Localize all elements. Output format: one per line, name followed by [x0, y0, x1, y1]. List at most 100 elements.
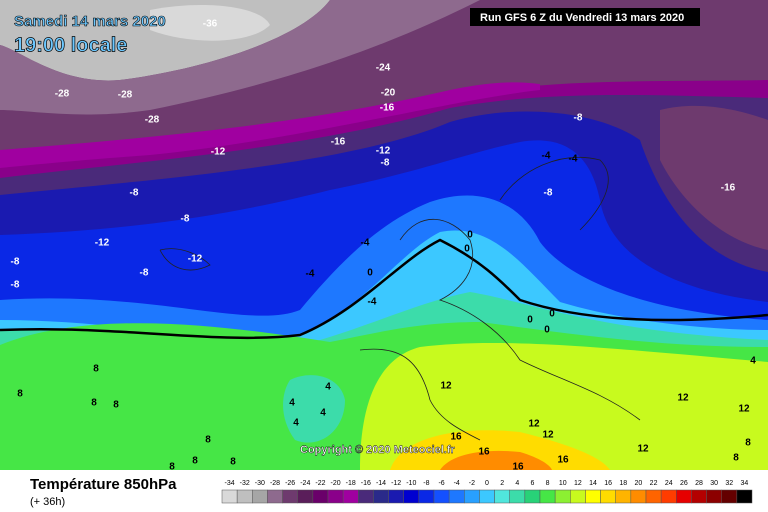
contour-label: 0 — [544, 325, 550, 336]
legend-swatch — [615, 489, 632, 504]
legend-label: -8 — [423, 480, 429, 487]
legend-swatch — [221, 489, 238, 504]
contour-label: 4 — [289, 398, 295, 409]
contour-label: -8 — [574, 113, 583, 124]
contour-label: 0 — [549, 309, 555, 320]
legend-swatch — [448, 489, 465, 504]
contour-label: -8 — [140, 268, 149, 279]
contour-label: -4 — [368, 297, 377, 308]
contour-label: -28 — [118, 90, 133, 101]
legend-swatch — [736, 489, 753, 504]
copyright: Copyright © 2020 Meteociel.fr — [300, 444, 456, 456]
contour-labels: -36-28 -28-28-24-20-16-16-12 -12-8-8-8-12-… — [11, 19, 757, 473]
contour-label: 0 — [367, 268, 373, 279]
contour-label: -20 — [381, 88, 396, 99]
contour-label: -28 — [145, 115, 160, 126]
legend-swatch — [388, 489, 404, 504]
legend-swatch — [297, 489, 314, 504]
contour-label: 4 — [750, 356, 756, 367]
contour-label: -8 — [11, 257, 20, 268]
legend-label: 4 — [515, 480, 519, 487]
legend-label: 2 — [500, 480, 504, 487]
legend-swatch — [676, 489, 692, 504]
legend-label: -6 — [438, 480, 444, 487]
legend-label: -20 — [331, 480, 341, 487]
legend-swatch — [554, 489, 571, 504]
temperature-area — [660, 105, 768, 250]
legend-swatch — [524, 489, 541, 504]
footer-title: Température 850hPa — [30, 476, 177, 493]
contour-label: 8 — [91, 398, 97, 409]
contour-label: 16 — [557, 455, 569, 466]
contour-label: -24 — [376, 63, 391, 74]
legend-swatch — [539, 489, 556, 504]
contour-label: -4 — [569, 154, 578, 165]
legend-label: -16 — [361, 480, 371, 487]
legend-label: -18 — [346, 480, 356, 487]
legend-swatch — [600, 489, 616, 504]
coastlines — [159, 157, 641, 441]
contour-label: 12 — [528, 419, 540, 430]
contour-label: 0 — [467, 230, 473, 241]
color-scale: -34 -32 -30 -28 -26 -24 -22 -20 -18 -16 -14 -12 -10-… — [221, 480, 753, 504]
contour-label: -12 — [211, 147, 226, 158]
legend-label: -30 — [255, 480, 265, 487]
run-banner — [470, 8, 700, 26]
legend-label: -32 — [240, 480, 250, 487]
contour-label: 8 — [192, 456, 198, 467]
forecast-date: Samedi 14 mars 2020 — [14, 13, 166, 30]
contour-label: -12 — [95, 238, 110, 249]
contour-label: -8 — [181, 214, 190, 225]
legend-label: 14 — [589, 480, 597, 487]
legend-swatch — [721, 489, 738, 504]
contour-label: -4 — [542, 151, 551, 162]
forecast-time: 19:00 locale — [14, 34, 127, 56]
contour-label: 12 — [738, 404, 750, 415]
legend-swatch — [312, 489, 329, 504]
contour-label: -4 — [306, 269, 315, 280]
run-info: Run GFS 6 Z du Vendredi 13 mars 2020 — [480, 12, 684, 24]
contour-label: -4 — [361, 238, 370, 249]
contour-label: 4 — [325, 382, 331, 393]
legend-swatch — [691, 489, 707, 504]
legend-label: -2 — [469, 480, 475, 487]
legend-label: 6 — [530, 480, 534, 487]
legend-swatch — [630, 489, 647, 504]
legend-label: 10 — [559, 480, 567, 487]
temperature-area — [0, 82, 540, 168]
legend-swatch — [373, 489, 389, 504]
contour-label: -16 — [331, 137, 346, 148]
legend-swatch — [342, 489, 359, 504]
contour-label: 12 — [542, 430, 554, 441]
contour-label: 8 — [17, 389, 23, 400]
contour-label: -8 — [544, 188, 553, 199]
contour-label: 8 — [169, 462, 175, 473]
legend-swatch — [282, 489, 298, 504]
legend-swatch — [433, 489, 450, 504]
zero-isotherm — [0, 238, 768, 340]
legend-label: -24 — [300, 480, 310, 487]
temperature-area — [440, 450, 552, 470]
legend-label: 0 — [485, 480, 489, 487]
temperature-area — [150, 5, 270, 41]
legend-swatch — [267, 489, 283, 504]
legend-swatch — [479, 489, 495, 504]
contour-label: -12 — [188, 254, 203, 265]
legend-swatch — [585, 489, 601, 504]
contour-label: 8 — [230, 457, 236, 468]
legend-swatch — [494, 489, 510, 504]
legend-swatch — [403, 489, 420, 504]
contour-label: 8 — [113, 400, 119, 411]
contour-label: 12 — [440, 381, 452, 392]
legend-label: -10 — [406, 480, 416, 487]
contour-label: 4 — [293, 418, 299, 429]
temperature-area — [283, 375, 345, 443]
legend-swatch — [236, 489, 253, 504]
legend-swatch — [570, 489, 586, 504]
contour-label: -28 — [55, 89, 70, 100]
legend-label: 22 — [650, 480, 658, 487]
legend-label: 28 — [695, 480, 703, 487]
legend-label: 20 — [635, 480, 643, 487]
contour-label: 12 — [677, 393, 689, 404]
contour-label: -16 — [380, 103, 395, 114]
